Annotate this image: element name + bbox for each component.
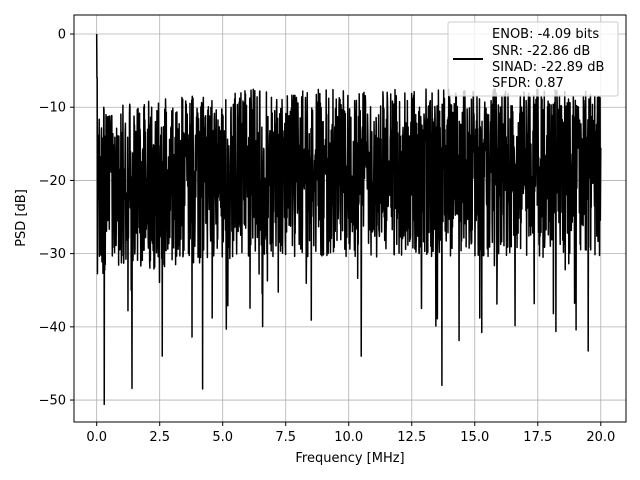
x-tick-label: 2.5	[149, 430, 170, 445]
y-tick-label: −10	[39, 101, 66, 116]
y-axis-label: PSD [dB]	[14, 189, 29, 247]
x-tick-label: 0.0	[86, 430, 107, 445]
series-group	[95, 34, 602, 406]
psd-series-line	[95, 34, 602, 406]
y-tick-label: −20	[39, 174, 66, 189]
legend-line-1: SNR: -22.86 dB	[492, 44, 590, 59]
x-tick-label: 7.5	[275, 430, 296, 445]
x-tick-label: 20.0	[586, 430, 615, 445]
x-tick-label: 17.5	[523, 430, 552, 445]
y-tick-label: −40	[39, 320, 66, 335]
legend-line-3: SFDR: 0.87	[492, 76, 564, 91]
y-tick-label: 0	[58, 28, 66, 43]
legend-line-0: ENOB: -4.09 bits	[492, 27, 599, 42]
legend-box	[447, 21, 619, 97]
y-tick-label: −50	[39, 394, 66, 409]
ticks: 0.0 2.5 5.0 7.5 10.0 12.5 15.0 17.5 20.0 0 −10 −20 −…	[39, 28, 616, 445]
x-tick-label: 10.0	[334, 430, 363, 445]
y-tick-label: −30	[39, 247, 66, 262]
x-tick-label: 12.5	[397, 430, 426, 445]
plot-frame	[73, 14, 627, 423]
x-tick-label: 15.0	[460, 430, 489, 445]
legend-line-2: SINAD: -22.89 dB	[492, 60, 604, 75]
legend: ENOB: -4.09 bits SNR: -22.86 dB SINAD: -…	[447, 21, 619, 97]
x-axis-label: Frequency [MHz]	[295, 451, 404, 466]
x-tick-label: 5.0	[212, 430, 233, 445]
